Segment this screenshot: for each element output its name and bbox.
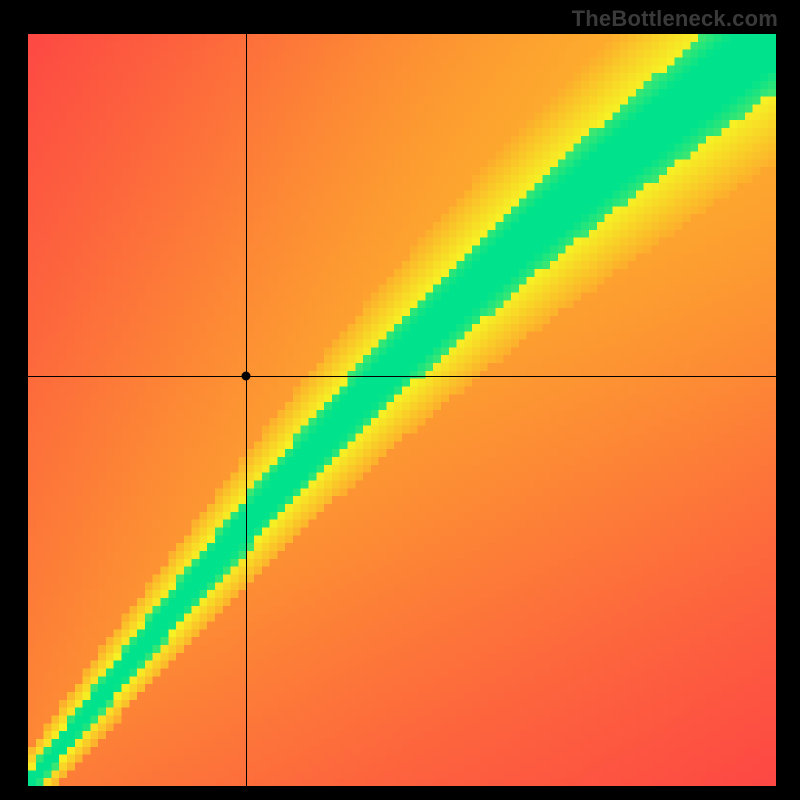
heatmap-plot — [28, 34, 776, 786]
watermark-text: TheBottleneck.com — [572, 6, 778, 32]
crosshair-horizontal — [28, 376, 776, 377]
heatmap-canvas — [28, 34, 776, 786]
crosshair-marker — [242, 372, 251, 381]
crosshair-vertical — [246, 34, 247, 786]
